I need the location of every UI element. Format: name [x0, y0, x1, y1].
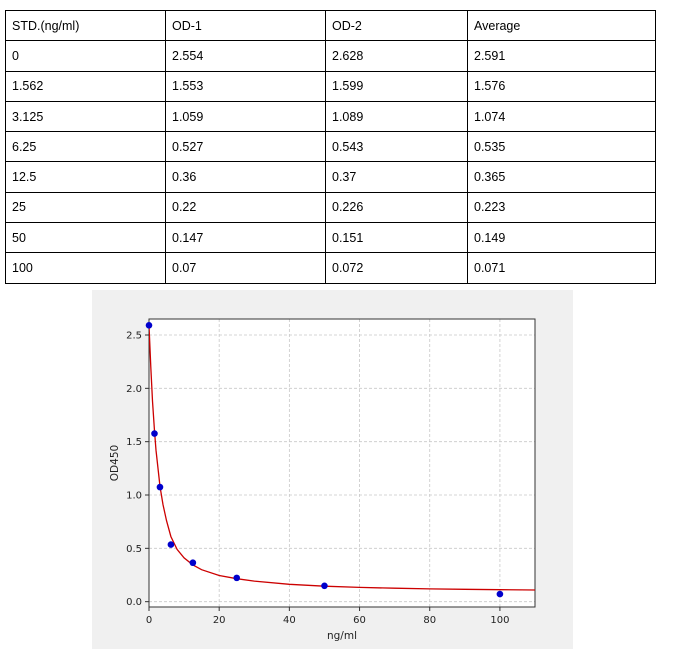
table-cell: 1.074: [467, 100, 656, 133]
table-cell: 0.226: [325, 191, 468, 224]
table-cell: 25: [5, 191, 166, 224]
table-row: 12.5 0.36 0.37 0.365: [5, 161, 656, 193]
table-row: 25 0.22 0.226 0.223: [5, 191, 656, 224]
table-row: 100 0.07 0.072 0.071: [5, 252, 656, 284]
plot-area: [149, 319, 535, 607]
table-cell: 0.072: [325, 252, 468, 284]
table-cell: 0.149: [467, 222, 656, 254]
standard-curve-chart: 0 20 40 60 80 100 0.0 0.5 1.0 1.5 2.0 2.5 ng/ml OD450: [92, 290, 573, 649]
table-row: 3.125 1.059 1.089 1.074: [5, 100, 656, 133]
table-cell: 0.22: [165, 191, 326, 224]
table-row: 6.25 0.527 0.543 0.535: [5, 131, 656, 163]
data-point: [156, 483, 164, 491]
data-point: [189, 559, 197, 567]
table-cell: 2.628: [325, 40, 468, 72]
data-point: [233, 574, 241, 582]
table-cell: 0.147: [165, 222, 326, 254]
x-tick-label: 100: [490, 615, 509, 626]
table-cell: 1.562: [5, 70, 166, 102]
table-cell: 0.365: [467, 161, 656, 193]
table-cell: 6.25: [5, 131, 166, 163]
column-header: OD-1: [165, 9, 326, 42]
table-row: 1.562 1.553 1.599 1.576: [5, 70, 656, 102]
table-cell: 0.36: [165, 161, 326, 193]
table-cell: 0.543: [325, 131, 468, 163]
y-tick-label: 2.5: [126, 331, 142, 342]
table-cell: 12.5: [5, 161, 166, 193]
data-point: [321, 582, 328, 590]
table-cell: 2.554: [165, 40, 326, 72]
table-cell: 1.059: [165, 100, 326, 133]
column-header: STD.(ng/ml): [5, 9, 166, 42]
y-tick-label: 1.5: [126, 437, 142, 448]
chart-svg: 0 20 40 60 80 100 0.0 0.5 1.0 1.5 2.0 2.5 ng/ml OD450: [109, 318, 536, 642]
x-tick-label: 80: [423, 615, 436, 626]
table-row: 50 0.147 0.151 0.149: [5, 222, 656, 254]
plot-frame: [148, 318, 536, 608]
y-tick-label: 0.0: [126, 597, 142, 608]
column-header: OD-2: [325, 9, 468, 42]
x-axis-label: ng/ml: [327, 630, 357, 642]
data-point: [167, 541, 175, 548]
table-cell: 1.553: [165, 70, 326, 102]
fit-curve-line: [149, 325, 535, 591]
table-cell: 1.089: [325, 100, 468, 133]
table-cell: 0.535: [467, 131, 656, 163]
table-cell: 0: [5, 40, 166, 72]
table-cell: 0.07: [165, 252, 326, 284]
x-tick-label: 0: [146, 615, 152, 626]
y-axis-label: OD450: [109, 445, 121, 481]
table-row: 0 2.554 2.628 2.591: [5, 40, 656, 72]
data-point: [145, 321, 153, 329]
table-cell: 0.527: [165, 131, 326, 163]
x-tick-label: 20: [213, 615, 226, 626]
y-tick-label: 2.0: [126, 384, 142, 395]
table-cell: 0.37: [325, 161, 468, 193]
table-cell: 1.599: [325, 70, 468, 102]
data-point: [151, 430, 158, 437]
table-cell: 0.071: [467, 252, 656, 284]
table-header-row: STD.(ng/ml) OD-1 OD-2 Average: [5, 9, 656, 42]
column-header: Average: [467, 9, 656, 42]
x-tick-label: 40: [283, 615, 296, 626]
data-point: [496, 590, 504, 598]
x-tick-label: 60: [353, 615, 366, 626]
table-cell: 3.125: [5, 100, 166, 133]
table-cell: 0.223: [467, 191, 656, 224]
standard-table: STD.(ng/ml) OD-1 OD-2 Average 0 2.554 2.628 2.5…: [5, 9, 656, 284]
table-cell: 100: [5, 252, 166, 284]
table-cell: 2.591: [467, 40, 656, 72]
table-cell: 50: [5, 222, 166, 254]
table-cell: 1.576: [467, 70, 656, 102]
table-cell: 0.151: [325, 222, 468, 254]
y-tick-label: 0.5: [126, 544, 142, 555]
y-tick-label: 1.0: [126, 491, 142, 502]
